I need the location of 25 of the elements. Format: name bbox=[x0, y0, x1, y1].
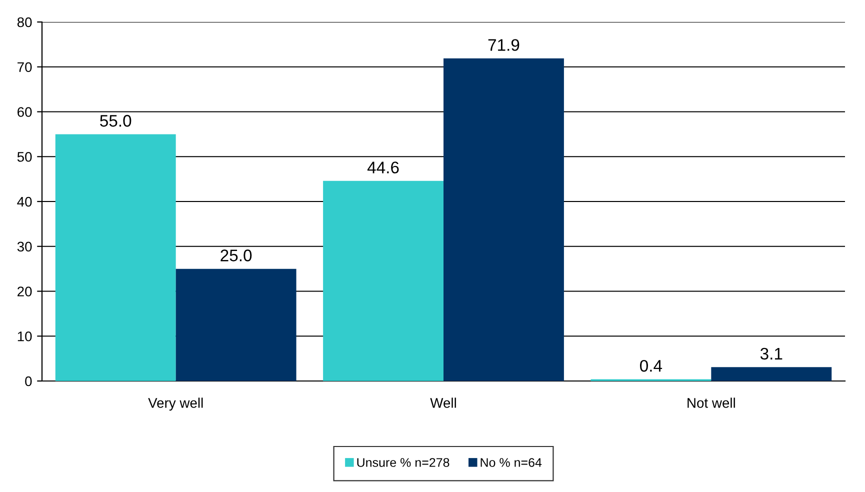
data-label: 71.9 bbox=[488, 39, 520, 51]
bar bbox=[55, 134, 176, 381]
legend-label: No % n=64 bbox=[480, 458, 542, 467]
y-tick-label: 70 bbox=[18, 62, 32, 72]
x-tick-label: Not well bbox=[688, 398, 735, 408]
y-tick-label: 50 bbox=[17, 152, 32, 162]
x-tick-label: Very well bbox=[148, 398, 203, 411]
y-tick-label: 0 bbox=[25, 376, 32, 386]
data-label: 0.4 bbox=[640, 360, 662, 372]
bar bbox=[323, 180, 444, 381]
y-tick-label: 60 bbox=[18, 107, 32, 117]
y-tick-label: 30 bbox=[17, 242, 32, 252]
bar bbox=[444, 58, 564, 381]
bar bbox=[176, 268, 296, 381]
x-tick-label: Well bbox=[430, 398, 456, 408]
y-tick-label: 40 bbox=[17, 196, 32, 207]
y-tick-label: 80 bbox=[17, 17, 32, 28]
data-label: 44.6 bbox=[367, 162, 399, 174]
legend-label: Unsure % n=278 bbox=[357, 458, 450, 467]
y-tick-label: 20 bbox=[18, 286, 32, 296]
data-label: 55.0 bbox=[100, 114, 132, 127]
bar bbox=[711, 367, 832, 381]
y-tick-label: 10 bbox=[18, 331, 32, 342]
data-label: 3.1 bbox=[760, 348, 782, 360]
data-label: 25.0 bbox=[220, 250, 252, 262]
